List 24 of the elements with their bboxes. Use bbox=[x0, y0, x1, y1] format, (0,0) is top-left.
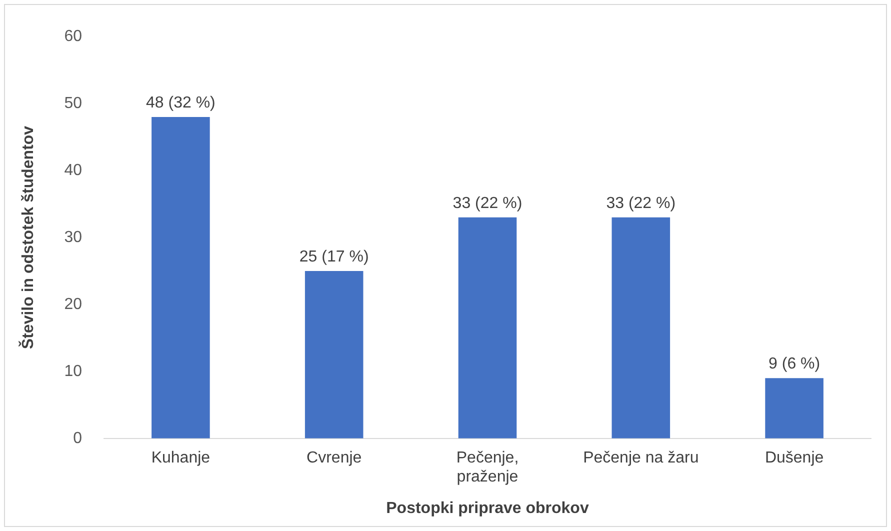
x-tick-label: Pečenje na žaru bbox=[583, 449, 699, 466]
x-tick-label: Dušenje bbox=[764, 449, 824, 466]
x-tick-label: Cvrenje bbox=[306, 449, 362, 466]
data-label: 33 (22 %) bbox=[452, 194, 522, 212]
y-tick-label: 0 bbox=[73, 430, 82, 447]
y-tick-label: 20 bbox=[64, 296, 82, 313]
y-tick-label: 50 bbox=[64, 94, 82, 112]
bar bbox=[152, 116, 210, 438]
bar bbox=[458, 217, 517, 438]
bar bbox=[765, 378, 824, 438]
data-label: 9 (6 %) bbox=[768, 356, 820, 373]
x-tick-label: Pečenje, praženje bbox=[456, 449, 519, 486]
y-tick-label: 30 bbox=[64, 228, 82, 246]
data-label: 25 (17 %) bbox=[299, 248, 369, 266]
data-label: 48 (32 %) bbox=[146, 94, 216, 112]
data-label: 33 (22 %) bbox=[606, 194, 676, 212]
bar bbox=[612, 217, 670, 438]
y-axis-title: Število in odstotek študentov bbox=[18, 126, 38, 350]
x-axis-title: Postopki priprave obrokov bbox=[386, 500, 589, 517]
y-tick-label: 40 bbox=[64, 162, 82, 179]
bar bbox=[304, 270, 364, 438]
y-tick-label: 60 bbox=[64, 28, 82, 46]
y-tick-label: 10 bbox=[64, 362, 82, 380]
x-tick-label: Kuhanje bbox=[151, 449, 210, 466]
